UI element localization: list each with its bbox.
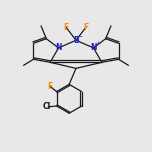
- Text: −: −: [77, 34, 82, 38]
- Text: N: N: [55, 43, 62, 52]
- Text: F: F: [47, 82, 52, 91]
- Text: N: N: [90, 43, 97, 52]
- Text: Cl: Cl: [42, 102, 51, 111]
- Text: F: F: [83, 23, 88, 32]
- Text: F: F: [64, 23, 69, 32]
- Text: B: B: [73, 36, 79, 45]
- Text: +: +: [95, 41, 100, 46]
